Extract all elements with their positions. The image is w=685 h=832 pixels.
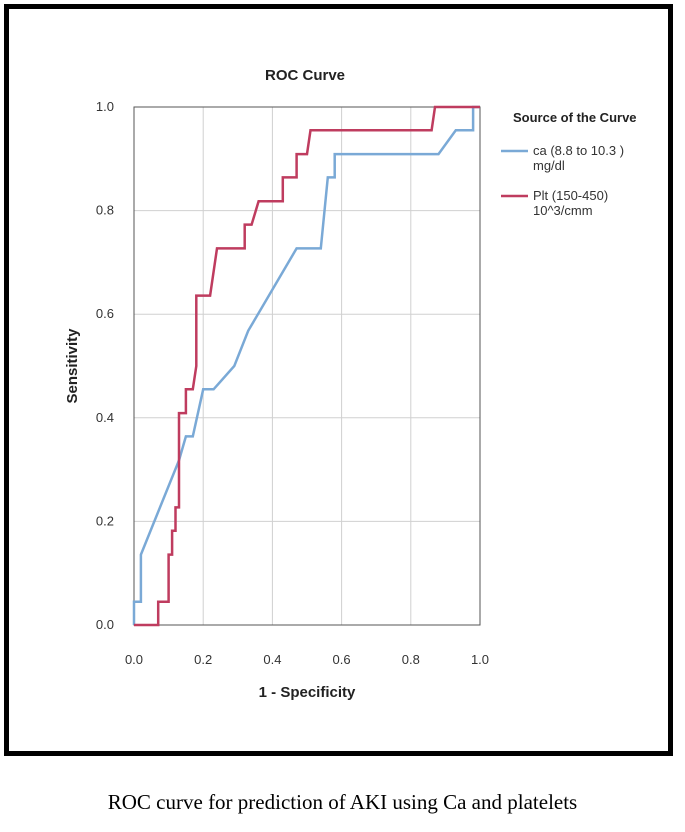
series-line-ca: [132, 105, 480, 625]
x-axis-label: 1 - Specificity: [259, 684, 356, 701]
x-tick-label: 0.4: [263, 652, 281, 667]
x-tick-label: 1.0: [471, 652, 489, 667]
y-tick-label: 0.6: [96, 306, 114, 321]
figure-caption: ROC curve for prediction of AKI using Ca…: [107, 790, 578, 814]
roc-chart: 0.0 0.2 0.4 0.6 0.8 1.0 0.0 0.2 0.4 0.6 0.8 1.0 ROC…: [64, 67, 637, 701]
y-tick-label: 1.0: [96, 99, 114, 114]
series-line-plt: [134, 105, 480, 627]
y-tick-label: 0.2: [96, 513, 114, 528]
x-tick-label: 0.0: [125, 652, 143, 667]
x-tick-label: 0.2: [194, 652, 212, 667]
x-tick-label: 0.8: [402, 652, 420, 667]
legend: Source of the Curve ca (8.8 to 10.3 )mg/…: [501, 110, 637, 218]
legend-entry-label: mg/dl: [533, 158, 565, 173]
y-tick-label: 0.4: [96, 410, 114, 425]
chart-title: ROC Curve: [265, 67, 345, 84]
x-tick-label: 0.6: [333, 652, 351, 667]
grid: [134, 107, 480, 625]
y-tick-label: 0.0: [96, 617, 114, 632]
tick-labels: 0.0 0.2 0.4 0.6 0.8 1.0 0.0 0.2 0.4 0.6 0.8 1.0: [96, 99, 489, 667]
legend-entry-label: 10^3/cmm: [533, 203, 593, 218]
legend-title: Source of the Curve: [513, 110, 637, 125]
plot-frame: [133, 106, 481, 626]
legend-entry-label: ca (8.8 to 10.3 ): [533, 143, 624, 158]
legend-entry-label: Plt (150-450): [533, 188, 608, 203]
y-axis-label: Sensitivity: [64, 328, 81, 404]
series-group: [132, 105, 480, 627]
y-tick-label: 0.8: [96, 203, 114, 218]
